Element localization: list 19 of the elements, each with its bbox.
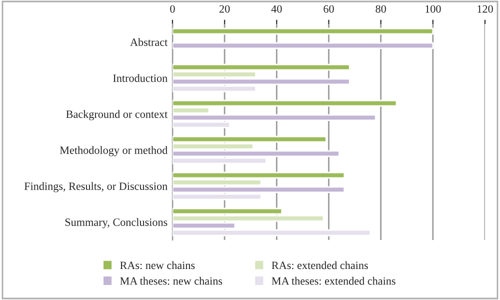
y-tick-label: Methodology or method	[60, 146, 168, 156]
y-tick-label: Background or context	[66, 110, 168, 120]
x-tick-label: 0	[170, 5, 175, 13]
x-tick-label: 100	[426, 5, 441, 13]
y-tick-label: Abstract	[130, 38, 168, 46]
bar	[172, 42, 434, 49]
x-tick-label: 60	[324, 5, 334, 13]
bar	[172, 28, 434, 35]
x-tick-label: 120	[478, 5, 493, 13]
legend-label: RAs: new chains	[120, 261, 195, 270]
y-tick-label: Findings, Results, or Discussion	[24, 182, 168, 192]
legend-label: RAs: extended chains	[272, 261, 368, 270]
y-tick-label: Introduction	[113, 74, 168, 82]
legend-label: MA theses: extended chains	[272, 276, 396, 285]
x-tick-label: 20	[220, 5, 230, 13]
legend-label: MA theses: new chains	[120, 276, 222, 285]
x-tick-label: 40	[271, 5, 282, 13]
y-tick-label: Summary, Conclusions	[65, 218, 168, 228]
x-tick-label: 80	[376, 5, 386, 13]
